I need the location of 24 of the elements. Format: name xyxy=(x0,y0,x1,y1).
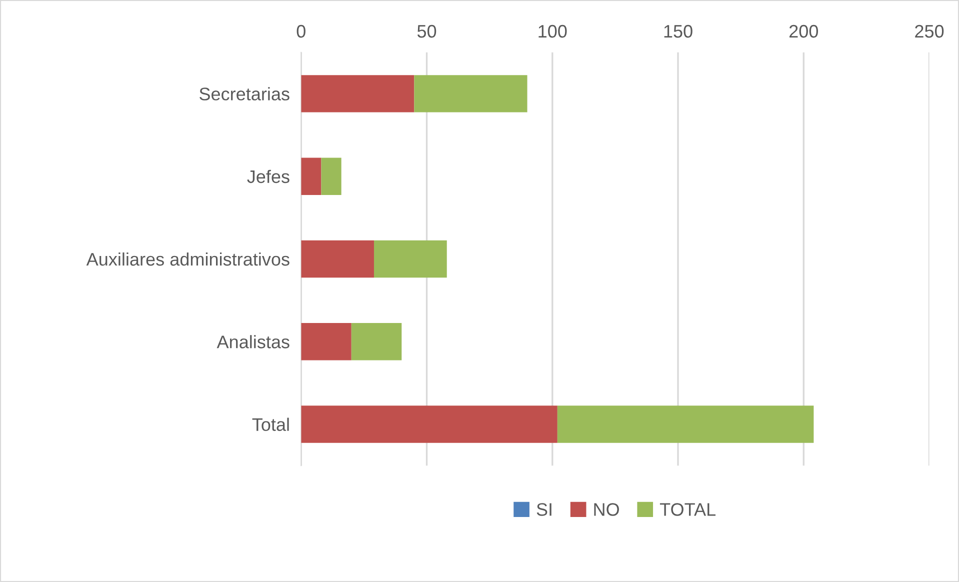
bar xyxy=(301,406,558,443)
x-tick-label: 0 xyxy=(296,24,306,38)
bar xyxy=(374,240,447,278)
legend-label: SI xyxy=(536,503,552,516)
bar xyxy=(301,323,352,360)
y-tick-label: Analistas xyxy=(216,335,290,348)
bar xyxy=(351,323,402,360)
x-tick-label: 250 xyxy=(915,24,944,38)
y-tick-label: Secretarias xyxy=(200,87,290,100)
x-tick-label: 150 xyxy=(664,24,692,38)
bar xyxy=(301,75,414,112)
y-tick-label: Jefes xyxy=(247,170,290,184)
bar xyxy=(557,406,814,443)
bar xyxy=(414,75,528,112)
bar xyxy=(301,158,322,195)
x-tick-label: 100 xyxy=(538,24,567,38)
legend-label: TOTAL xyxy=(660,503,716,516)
bar xyxy=(301,240,374,278)
x-tick-label: 50 xyxy=(417,24,436,38)
bar xyxy=(321,158,342,195)
x-tick-label: 200 xyxy=(789,24,818,38)
y-tick-label: Auxiliares administrativos xyxy=(86,252,290,266)
legend-label: NO xyxy=(594,503,619,516)
y-tick-label: Total xyxy=(252,418,289,431)
